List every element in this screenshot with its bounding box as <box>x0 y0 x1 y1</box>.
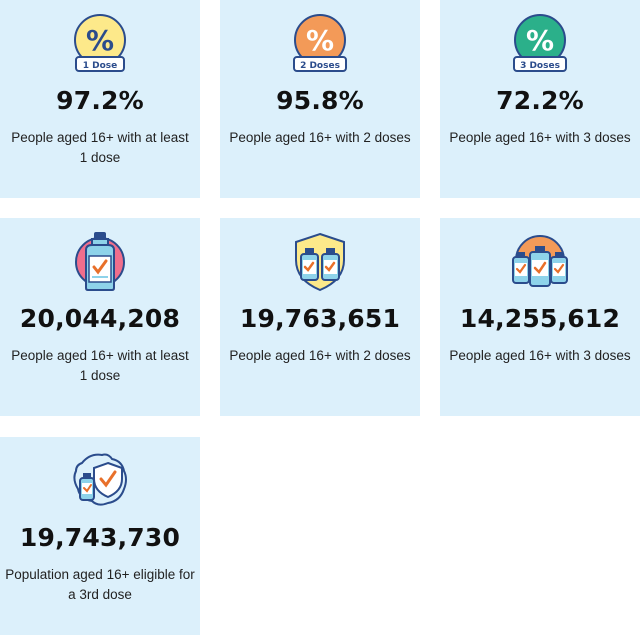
stat-card-2-doses-percent: % 2 Doses 95.8% People aged 16+ with 2 d… <box>220 0 420 198</box>
svg-text:1 Dose: 1 Dose <box>83 61 118 71</box>
three-vaccine-bottles-icon <box>440 230 640 292</box>
stat-card-2-doses-count: 19,763,651 People aged 16+ with 2 doses <box>220 218 420 416</box>
stat-card-3-doses-count: 14,255,612 People aged 16+ with 3 doses <box>440 218 640 416</box>
stat-value: 72.2% <box>496 86 584 115</box>
svg-text:%: % <box>526 24 554 57</box>
stat-card-3-doses-percent: % 3 Doses 72.2% People aged 16+ with 3 d… <box>440 0 640 198</box>
stat-value: 97.2% <box>56 86 144 115</box>
stat-value: 19,743,730 <box>19 523 181 552</box>
percent-badge-icon: % 3 Doses <box>440 12 640 74</box>
stat-value: 14,255,612 <box>459 304 621 333</box>
stat-description: People aged 16+ with at least 1 dose <box>11 130 189 165</box>
stat-value: 20,044,208 <box>19 304 181 333</box>
percent-badge-icon: % 2 Doses <box>220 12 420 74</box>
stat-description: People aged 16+ with at least 1 dose <box>11 348 189 383</box>
stat-description: People aged 16+ with 3 doses <box>449 348 631 363</box>
stat-value: 95.8% <box>276 86 364 115</box>
svg-text:%: % <box>306 24 334 57</box>
stat-description: People aged 16+ with 2 doses <box>229 348 411 363</box>
stat-card-1-dose-percent: % 1 Dose 97.2% People aged 16+ with at l… <box>0 0 200 198</box>
stat-value: 19,763,651 <box>239 304 401 333</box>
svg-text:3 Doses: 3 Doses <box>520 61 560 71</box>
vaccine-shield-map-icon <box>0 449 200 511</box>
stat-card-1-dose-count: 20,044,208 People aged 16+ with at least… <box>0 218 200 416</box>
two-vaccine-bottles-shield-icon <box>220 230 420 292</box>
svg-text:%: % <box>86 24 114 57</box>
percent-badge-icon: % 1 Dose <box>0 12 200 74</box>
stat-description: Population aged 16+ eligible for a 3rd d… <box>5 567 195 602</box>
stat-description: People aged 16+ with 2 doses <box>229 130 411 145</box>
stat-description: People aged 16+ with 3 doses <box>449 130 631 145</box>
vaccine-bottle-icon <box>0 230 200 292</box>
stat-card-eligible-3rd-dose: 19,743,730 Population aged 16+ eligible … <box>0 437 200 635</box>
svg-text:2 Doses: 2 Doses <box>300 61 340 71</box>
